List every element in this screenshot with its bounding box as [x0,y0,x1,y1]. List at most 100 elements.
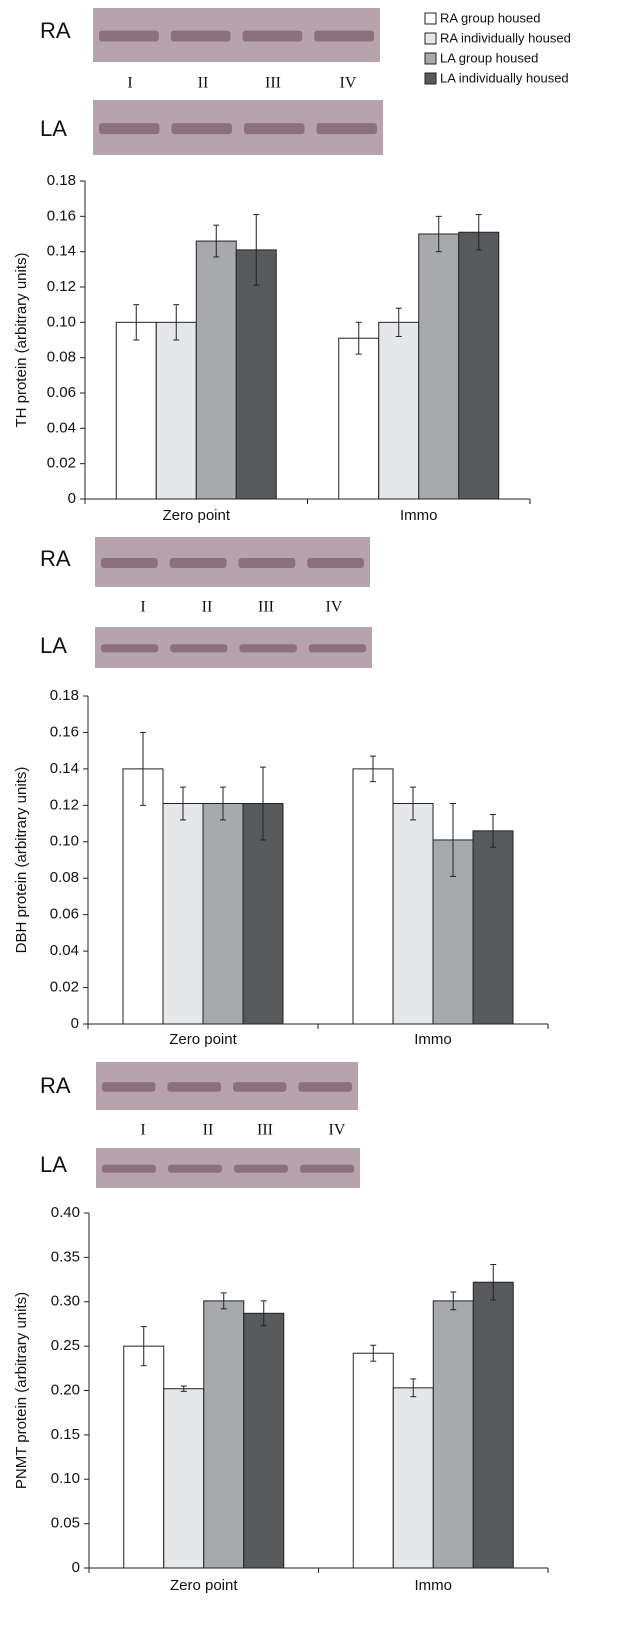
y-tick-label: 0.14 [50,760,79,777]
blot-band [99,31,159,42]
bar [164,1389,204,1568]
x-tick-label: Immo [400,507,438,524]
legend-label: RA individually housed [440,30,571,45]
blot-band [309,644,366,652]
legend-swatch [425,13,436,24]
x-tick-label: Zero point [170,1577,238,1594]
y-tick-label: 0.25 [51,1337,80,1354]
y-tick-label: 0.12 [47,278,76,295]
y-tick-label: 0.20 [51,1381,80,1398]
lane-label: II [202,599,213,616]
bar [123,769,163,1024]
lane-label: IV [326,599,343,616]
blot-row-label: LA [40,633,67,658]
blot-band [300,1165,354,1173]
legend-label: RA group housed [440,10,540,25]
blot-band [244,123,305,134]
blot-band [171,31,231,42]
bar [393,1388,433,1568]
bar [433,1301,473,1568]
y-tick-label: 0.40 [51,1204,80,1221]
legend-swatch [425,33,436,44]
blot-band [101,558,158,568]
y-tick-label: 0.14 [47,243,76,260]
blot-band [172,123,233,134]
y-tick-label: 0.18 [50,687,79,704]
blot-band [243,31,303,42]
blot-band [168,1082,222,1092]
bar [379,322,419,499]
bar [473,831,513,1024]
blot-row-label: RA [40,546,71,571]
bar [459,232,499,499]
y-tick-label: 0.02 [47,455,76,472]
blot-band [102,1082,156,1092]
blot-band [99,123,160,134]
y-tick-label: 0.06 [47,384,76,401]
y-tick-label: 0.12 [50,796,79,813]
y-axis-title: DBH protein (arbitrary units) [13,767,30,954]
bar [339,338,379,499]
legend-swatch [425,73,436,84]
figure: RA group housed RA individually housed LA … [0,0,619,1634]
blot-band [101,644,158,652]
y-tick-label: 0.04 [50,942,79,959]
legend-swatch [425,53,436,64]
legend-label: LA individually housed [440,70,569,85]
bar [419,234,459,499]
y-tick-label: 0.08 [47,349,76,366]
y-tick-label: 0.16 [47,207,76,224]
bar [393,804,433,1024]
y-axis-title: TH protein (arbitrary units) [13,252,30,427]
blot-band [233,1082,287,1092]
blot-row-label: RA [40,18,71,43]
bar [244,1313,284,1568]
blot-band [168,1165,222,1173]
lane-label: II [203,1122,214,1139]
y-axis-title: PNMT protein (arbitrary units) [13,1292,30,1489]
y-tick-label: 0.18 [47,172,76,189]
x-tick-label: Immo [415,1577,453,1594]
y-tick-label: 0 [71,1015,79,1032]
y-tick-label: 0 [68,490,76,507]
blot-band [314,31,374,42]
legend-label: LA group housed [440,50,538,65]
blot-row-label: LA [40,1152,67,1177]
y-tick-label: 0.35 [51,1248,80,1265]
y-tick-label: 0.10 [51,1470,80,1487]
y-tick-label: 0.08 [50,869,79,886]
x-tick-label: Zero point [169,1031,237,1048]
y-tick-label: 0.05 [51,1515,80,1532]
bar [124,1346,164,1568]
bar [353,769,393,1024]
lane-label: III [257,1122,273,1139]
blot-band [307,558,364,568]
blot-band [317,123,378,134]
lane-label: III [258,599,274,616]
lane-label: IV [329,1122,346,1139]
bar [204,1301,244,1568]
y-tick-label: 0 [72,1559,80,1576]
y-tick-label: 0.15 [51,1426,80,1443]
bar [473,1282,513,1568]
lane-label: I [140,1122,145,1139]
y-tick-label: 0.06 [50,906,79,923]
blot-row-label: RA [40,1073,71,1098]
bar [236,250,276,499]
y-tick-label: 0.10 [50,833,79,850]
blot-band [102,1165,156,1173]
blot-band [170,558,227,568]
blot-band [239,558,296,568]
y-tick-label: 0.10 [47,313,76,330]
blot-band [240,644,297,652]
bar [116,322,156,499]
bar [163,804,203,1024]
lane-label: II [198,75,209,92]
lane-label: III [265,75,281,92]
y-tick-label: 0.04 [47,419,76,436]
lane-label: I [127,75,132,92]
bar [203,804,243,1024]
lane-label: IV [340,75,357,92]
y-tick-label: 0.30 [51,1293,80,1310]
bar [156,322,196,499]
